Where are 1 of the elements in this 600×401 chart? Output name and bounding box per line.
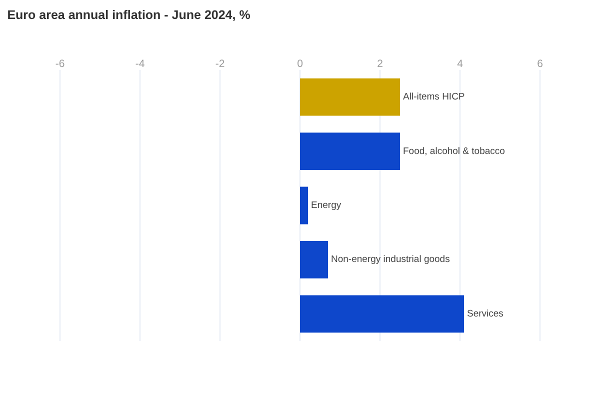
x-tick-label: 6 xyxy=(537,58,544,70)
